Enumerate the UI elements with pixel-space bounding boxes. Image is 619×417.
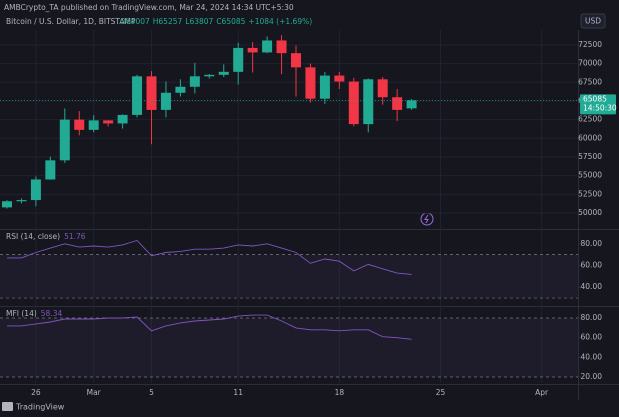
- candle-body: [291, 53, 301, 68]
- candle-body: [103, 120, 114, 124]
- legend-value: L63807: [185, 17, 213, 26]
- ohlc-legend: O64007 H65257 L63807 C65085 +1084 (+1.69%): [120, 17, 312, 26]
- indicator-title: RSI (14, close) 51.76: [6, 232, 86, 241]
- candle-body: [59, 119, 70, 161]
- candle-body: [262, 40, 273, 53]
- y-tick-label: 60.00: [581, 333, 603, 342]
- candle-body: [88, 120, 99, 130]
- candle-body: [132, 76, 143, 115]
- candle-body: [204, 74, 215, 77]
- candle-body: [2, 201, 12, 208]
- currency-label: USD: [585, 17, 601, 26]
- y-tick-label: 72500: [578, 40, 602, 49]
- x-tick-label: 25: [436, 388, 446, 397]
- candle-body: [117, 114, 128, 124]
- level-band: [0, 254, 578, 299]
- indicator-value: 58.34: [41, 309, 63, 318]
- x-tick-label: 26: [31, 388, 41, 397]
- y-tick-label: 80.00: [581, 313, 603, 322]
- candle-body: [74, 119, 85, 130]
- y-tick-label: 20.00: [581, 372, 603, 381]
- y-tick-label: 60.00: [581, 261, 603, 270]
- y-tick-label: 52500: [578, 189, 602, 198]
- indicator-name: MFI (14): [6, 309, 37, 318]
- indicator-line: [7, 314, 412, 340]
- candle-body: [146, 76, 157, 110]
- candle-body: [233, 47, 244, 72]
- candle-body: [334, 75, 345, 82]
- indicator-line: [7, 239, 412, 275]
- publisher-header: AMBCrypto_TA published on TradingView.co…: [4, 3, 294, 12]
- x-tick-label: 11: [233, 388, 243, 397]
- y-tick-label: 80.00: [581, 239, 603, 248]
- candle-body: [392, 97, 403, 110]
- y-tick-label: 57500: [578, 152, 602, 161]
- x-tick-label: 5: [149, 388, 154, 397]
- candle-body: [160, 92, 171, 110]
- x-tick-label: 18: [335, 388, 345, 397]
- candle-body: [363, 79, 374, 125]
- y-tick-label: 40.00: [581, 352, 603, 361]
- y-tick-label: 55000: [578, 171, 602, 180]
- candle-body: [247, 47, 258, 53]
- candle-body: [45, 160, 56, 180]
- countdown: 14:50:30: [583, 103, 617, 112]
- lightning: [424, 214, 429, 224]
- candle-body: [16, 200, 27, 202]
- candle-body: [189, 76, 200, 87]
- price-tag-value: 65085: [583, 94, 607, 103]
- x-tick-label: Mar: [87, 388, 102, 397]
- candle-body: [319, 75, 330, 99]
- indicator-title: MFI (14) 58.34: [6, 309, 62, 318]
- tv-logo: [2, 402, 13, 411]
- candle-body: [377, 79, 388, 98]
- currency-button[interactable]: [580, 13, 606, 29]
- x-tick-label: Apr: [535, 388, 549, 397]
- y-tick-label: 62500: [578, 115, 602, 124]
- legend-value: C65085: [216, 17, 245, 26]
- y-tick-label: 67500: [578, 77, 602, 86]
- indicator-name: RSI (14, close): [6, 232, 60, 241]
- candle-body: [30, 179, 41, 201]
- price-tag: [580, 94, 616, 115]
- y-tick-label: 50000: [578, 208, 602, 217]
- symbol-title: Bitcoin / U.S. Dollar, 1D, BITSTAMP: [6, 17, 136, 26]
- candle-body: [276, 40, 287, 54]
- footer-brand: TradingView: [15, 403, 65, 412]
- indicator-value: 51.76: [64, 232, 86, 241]
- y-tick-label: 40.00: [581, 282, 603, 291]
- y-tick-label: 60000: [578, 133, 602, 142]
- candle-body: [218, 71, 229, 75]
- legend-value: H65257: [153, 17, 183, 26]
- candle-body: [406, 100, 417, 109]
- candle-body: [348, 81, 359, 125]
- candle-body: [305, 67, 316, 99]
- legend-value: +1084 (+1.69%): [248, 17, 312, 26]
- level-band: [0, 318, 578, 378]
- legend-value: O64007: [120, 17, 150, 26]
- y-tick-label: 70000: [578, 59, 602, 68]
- candle-body: [175, 86, 186, 93]
